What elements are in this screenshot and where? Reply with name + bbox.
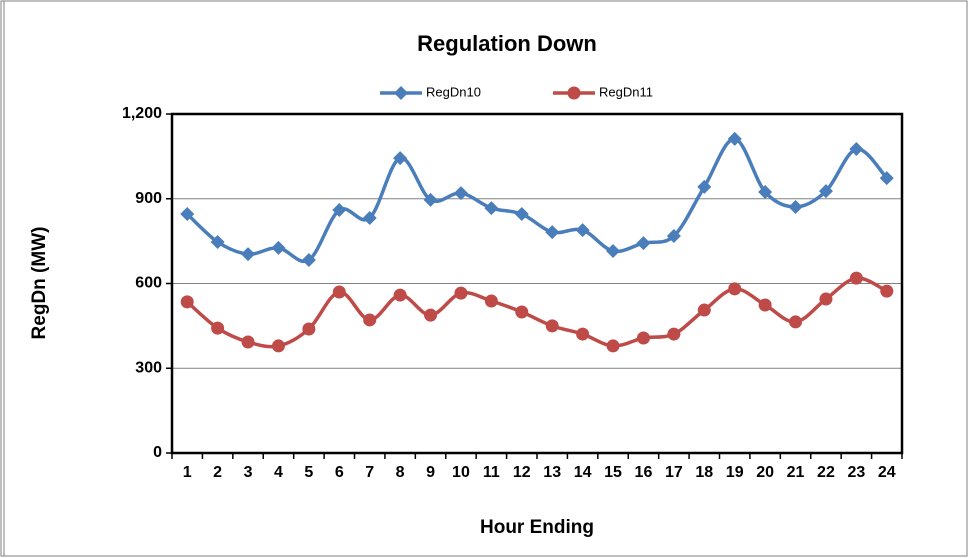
x-tick-label: 4	[274, 464, 283, 481]
y-tick-label: 0	[153, 444, 162, 461]
marker	[180, 207, 195, 222]
legend-label: RegDn11	[599, 84, 653, 99]
marker	[393, 288, 407, 302]
marker	[211, 321, 225, 335]
x-tick-label: 5	[304, 464, 313, 481]
y-tick-label: 900	[135, 190, 162, 207]
marker	[484, 201, 499, 216]
marker	[606, 244, 621, 259]
x-tick-label: 13	[543, 464, 561, 481]
x-tick-label: 11	[483, 464, 500, 481]
marker	[424, 308, 438, 322]
marker	[666, 229, 681, 244]
marker	[484, 294, 498, 308]
marker	[393, 151, 408, 166]
x-tick-label: 8	[396, 464, 405, 481]
x-tick-label: 1	[183, 464, 192, 481]
x-tick-label: 6	[335, 464, 344, 481]
marker	[788, 199, 803, 214]
marker	[332, 203, 347, 218]
marker	[545, 319, 559, 333]
legend-label: RegDn10	[426, 84, 481, 99]
marker	[545, 225, 560, 240]
marker	[758, 298, 772, 312]
x-tick-label: 7	[365, 464, 374, 481]
x-tick-label: 20	[756, 464, 774, 481]
y-tick-label: 300	[135, 359, 162, 376]
x-tick-label: 9	[426, 464, 435, 481]
x-tick-label: 16	[635, 464, 653, 481]
marker	[423, 192, 438, 207]
marker	[758, 184, 773, 199]
marker	[697, 303, 711, 317]
marker	[454, 286, 468, 300]
marker	[515, 305, 529, 319]
x-tick-label: 21	[787, 464, 805, 481]
x-tick-label: 18	[695, 464, 713, 481]
marker	[241, 335, 255, 349]
marker	[727, 131, 742, 146]
marker	[241, 247, 256, 262]
marker	[819, 292, 833, 306]
marker	[818, 184, 833, 199]
marker	[302, 322, 316, 336]
x-tick-label: 14	[574, 464, 592, 481]
x-tick-label: 3	[244, 464, 253, 481]
x-tick-label: 19	[726, 464, 744, 481]
marker	[606, 339, 620, 353]
marker	[879, 171, 894, 186]
x-tick-label: 2	[213, 464, 222, 481]
marker	[180, 295, 194, 309]
marker	[636, 236, 651, 251]
marker	[271, 240, 286, 255]
x-axis-label: Hour Ending	[480, 517, 594, 538]
y-axis-label: RegDn (MW)	[29, 227, 50, 340]
x-tick-label: 22	[817, 464, 835, 481]
marker	[849, 142, 864, 157]
marker	[697, 179, 712, 194]
marker	[728, 282, 742, 296]
x-tick-label: 24	[878, 464, 896, 481]
x-tick-label: 12	[513, 464, 531, 481]
marker	[667, 327, 681, 341]
marker	[453, 186, 468, 201]
marker	[880, 284, 894, 298]
marker	[849, 271, 863, 285]
legend-marker	[394, 86, 408, 100]
x-tick-label: 17	[665, 464, 683, 481]
marker	[271, 339, 285, 353]
marker	[363, 313, 377, 327]
marker	[576, 327, 590, 341]
marker	[514, 207, 529, 222]
marker	[575, 223, 590, 238]
y-tick-label: 1,200	[122, 105, 162, 122]
marker	[636, 331, 650, 345]
marker	[332, 285, 346, 299]
chart-title: Regulation Down	[417, 31, 597, 56]
legend-marker	[567, 86, 581, 100]
marker	[362, 210, 377, 225]
x-tick-label: 15	[604, 464, 622, 481]
x-tick-label: 10	[452, 464, 470, 481]
marker	[301, 253, 316, 268]
y-tick-label: 600	[135, 275, 162, 292]
x-tick-label: 23	[847, 464, 865, 481]
marker	[789, 315, 803, 329]
marker	[210, 234, 225, 249]
